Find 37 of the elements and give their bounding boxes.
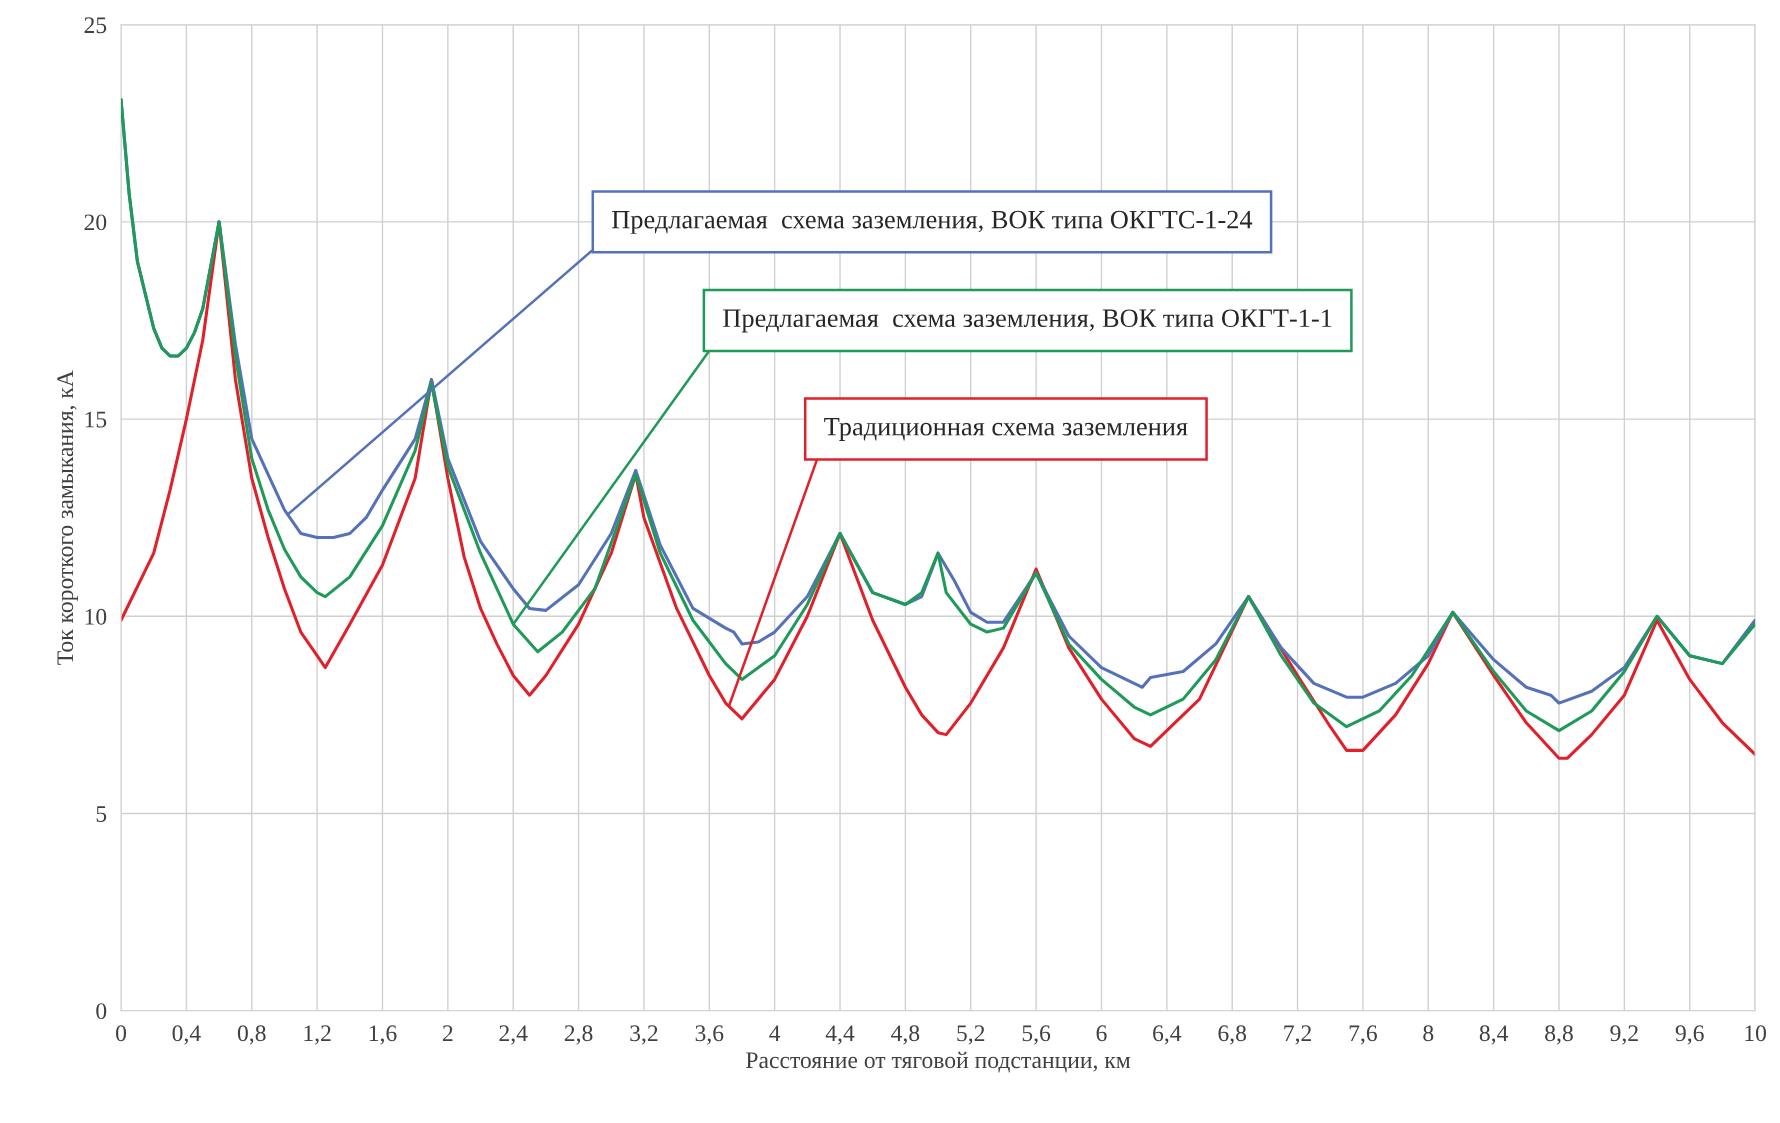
x-tick-label: 9,6 [1675, 1025, 1704, 1045]
y-tick-label: 25 [84, 17, 107, 34]
x-tick-label: 4,4 [825, 1025, 855, 1045]
x-tick-label: 5,6 [1022, 1025, 1051, 1045]
x-tick-label: 6 [1096, 1025, 1107, 1042]
x-tick-label: 1,6 [369, 1025, 397, 1045]
y-tick-label: 10 [85, 608, 107, 625]
y-tick-label: 5 [96, 806, 107, 822]
x-tick-label: 5,2 [957, 1025, 985, 1045]
text: Предлагаемая схема заземления, ВОК типа ОКГТ-1-1 [723, 309, 1332, 333]
x-tick-label: 4,8 [891, 1025, 920, 1045]
text: Предлагаемая схема заземления, ВОК типа ОКГТС-1-24 [612, 210, 1253, 234]
x-tick-label: 8 [1423, 1025, 1434, 1042]
y-tick-label: 15 [85, 411, 107, 428]
x-tick-label: 2 [442, 1025, 453, 1041]
y-tick-label: 20 [84, 214, 107, 231]
x-tick-label: 8,4 [1479, 1025, 1509, 1045]
x-tick-label: 2,8 [564, 1025, 593, 1045]
x-tick-label: 8,8 [1545, 1025, 1573, 1045]
x-tick-label: 2,4 [499, 1025, 528, 1045]
x-tick-label: 6,8 [1218, 1025, 1247, 1045]
x-tick-label: 0,4 [172, 1025, 201, 1045]
x-tick-label: 4 [769, 1025, 781, 1041]
y-tick-label: 0 [96, 1003, 107, 1020]
text: Традиционная схема заземления [824, 418, 1188, 441]
x-tick-label: 7,2 [1284, 1025, 1311, 1045]
x-tick-label: 0 [116, 1025, 127, 1042]
x-tick-label: 6,4 [1153, 1025, 1182, 1045]
x-tick-label: 1,2 [304, 1025, 331, 1045]
x-tick-label: 0,8 [237, 1025, 266, 1045]
x-tick-label: 9,2 [1610, 1025, 1638, 1045]
x-tick-label: 7,6 [1349, 1025, 1377, 1045]
y-axis-title: Ток короткого замыкания, кА [57, 370, 78, 665]
x-axis-title: Расстояние от тяговой подстанции, км [746, 1051, 1131, 1073]
x-tick-label: 3,2 [630, 1025, 658, 1045]
x-tick-label: 3,6 [695, 1025, 724, 1045]
x-tick-label: 10 [1745, 1025, 1766, 1042]
